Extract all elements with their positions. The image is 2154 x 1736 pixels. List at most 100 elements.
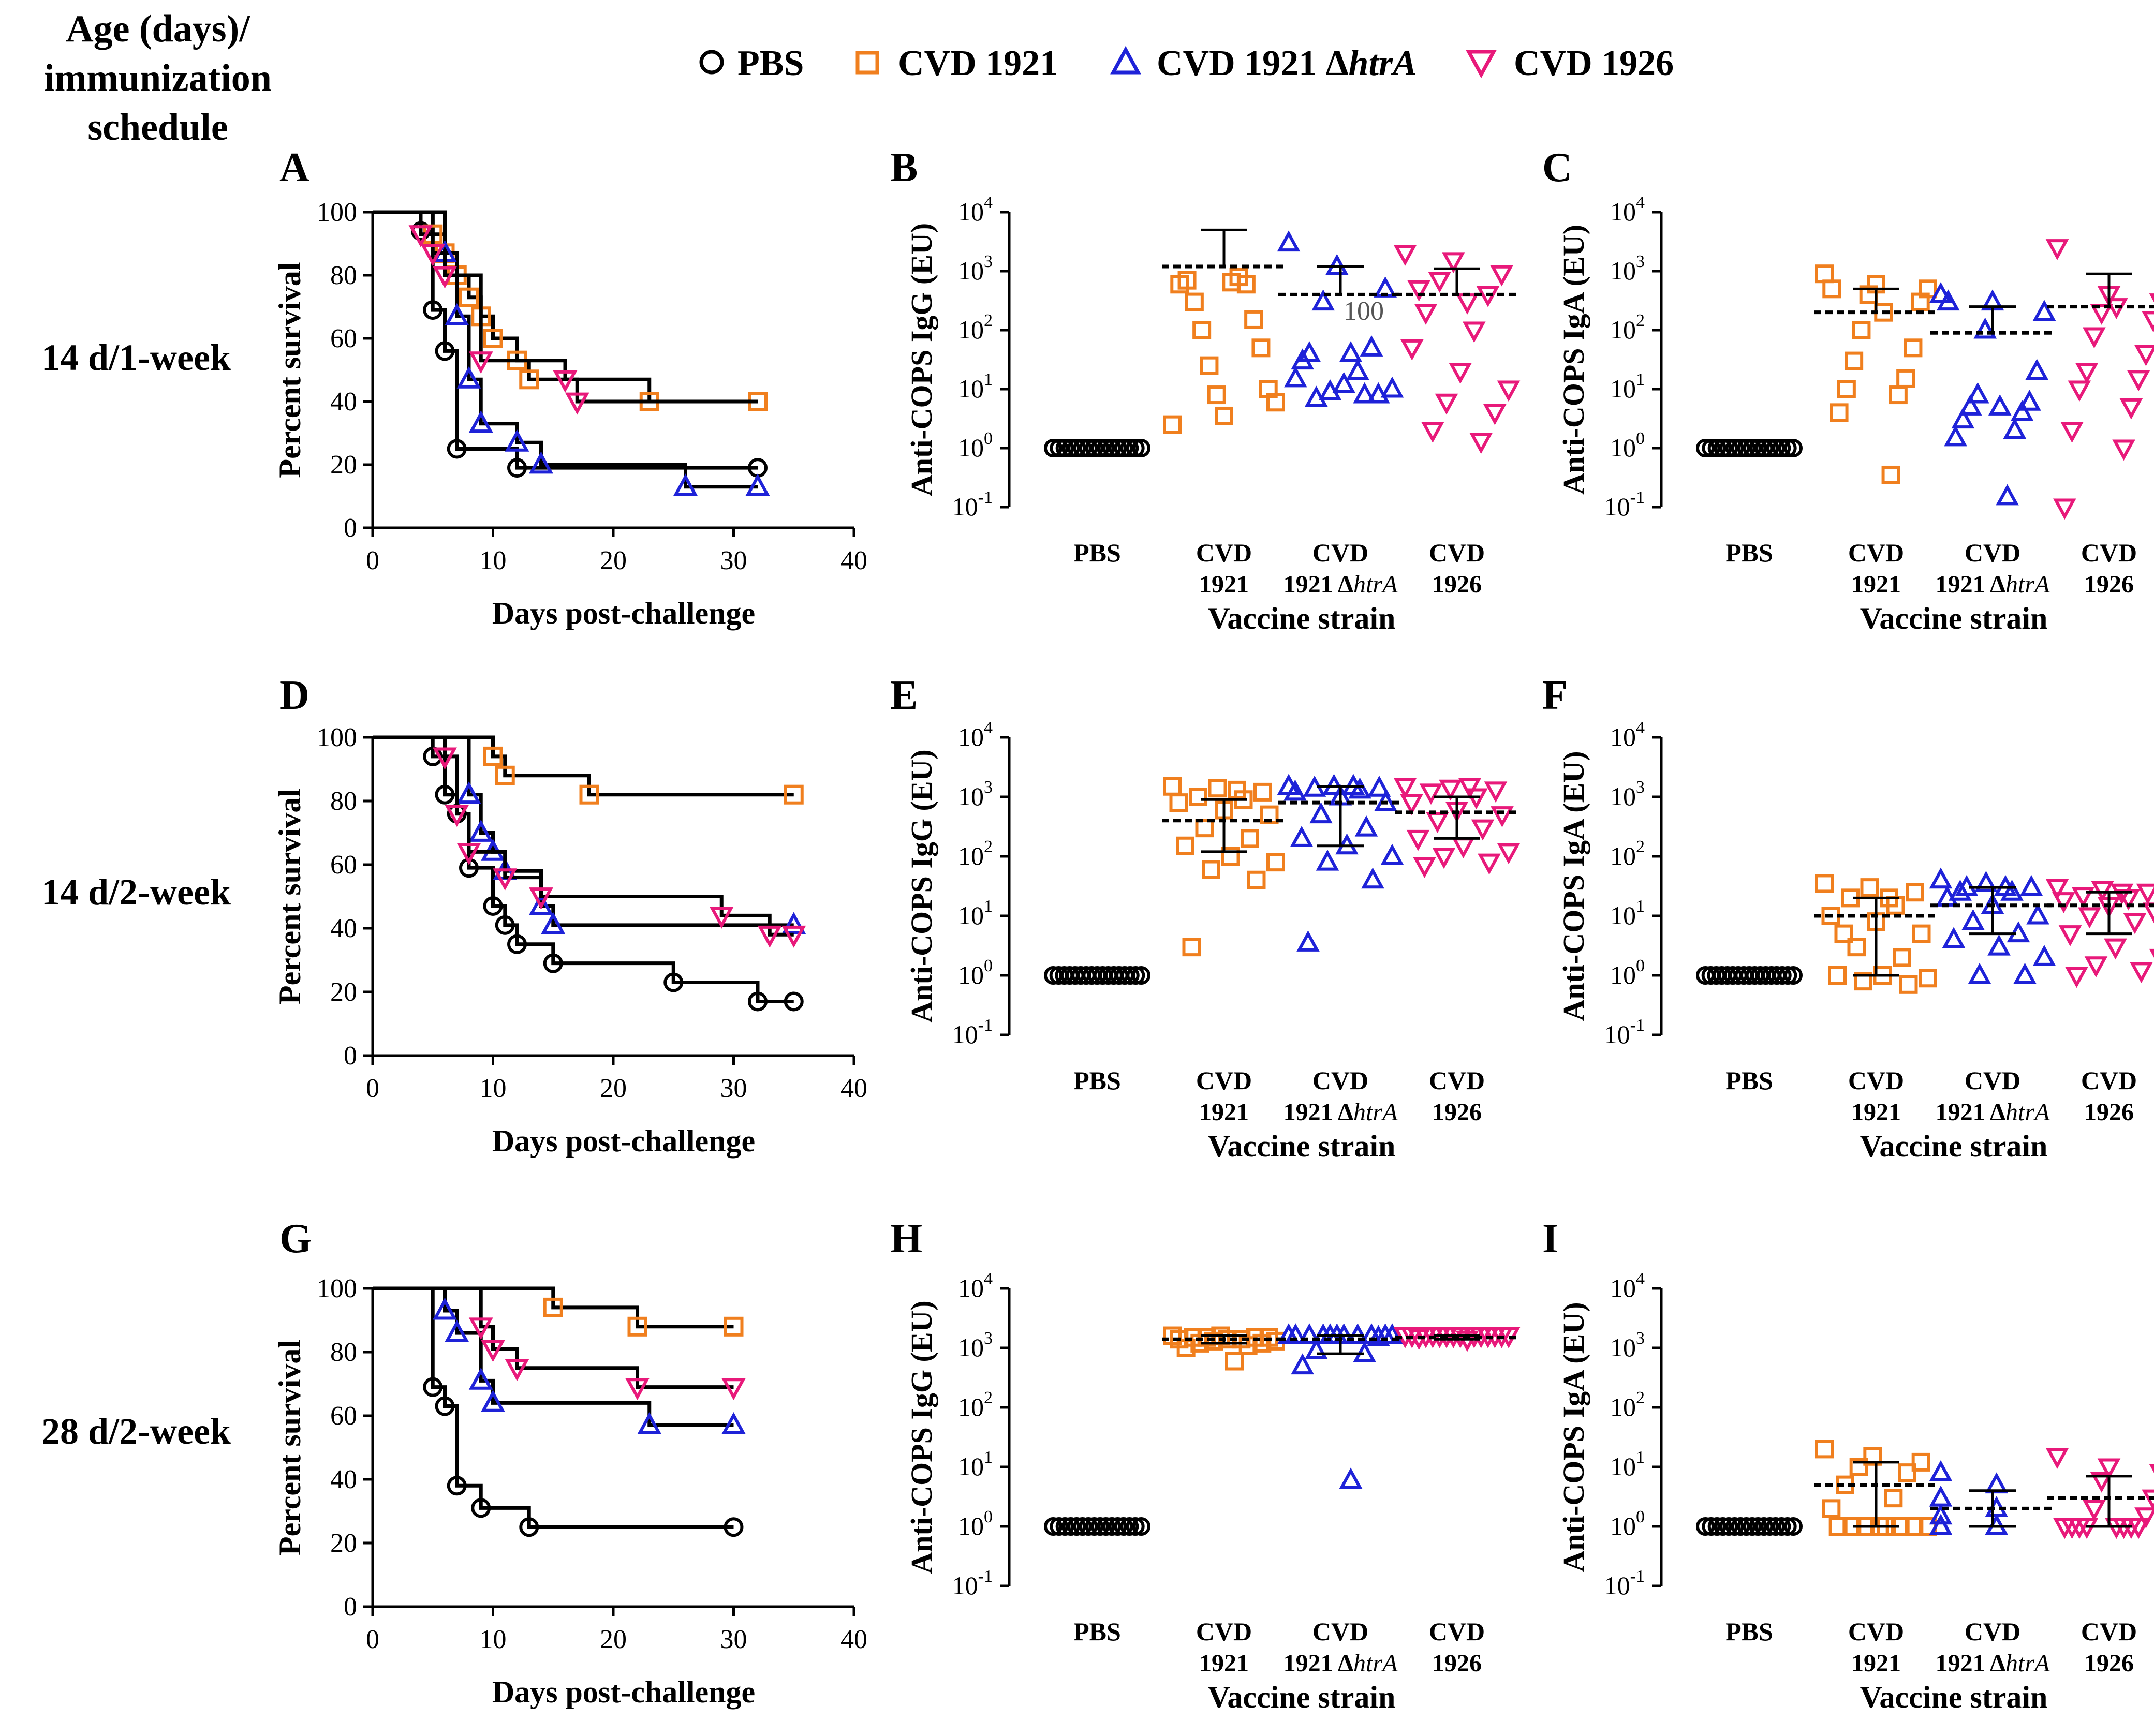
censor-point — [784, 784, 804, 805]
data-point — [1260, 805, 1279, 824]
y-tick-exponent: 0 — [1636, 1507, 1645, 1526]
y-tick-label: 10-1 — [1604, 1016, 1645, 1049]
y-tick-label: 103 — [958, 1329, 993, 1362]
data-point — [1419, 783, 1443, 805]
y-tick-label: 100 — [958, 429, 993, 462]
y-tick-label: 60 — [330, 1401, 357, 1431]
series-1 — [1162, 228, 1286, 434]
censor-point — [543, 1297, 563, 1317]
data-point — [1332, 372, 1355, 393]
data-point — [2090, 1472, 2114, 1493]
data-point — [1222, 273, 1241, 292]
data-point — [1367, 382, 1390, 404]
series-0 — [1696, 439, 1803, 457]
censor-point — [481, 1340, 505, 1362]
category-label-line1: PBS — [1073, 1617, 1121, 1646]
y-tick-exponent: 1 — [1636, 897, 1645, 916]
censor-point — [447, 1476, 467, 1496]
censor-point — [529, 887, 553, 910]
data-point — [1987, 934, 2011, 956]
y-tick-label: 60 — [330, 324, 357, 353]
x-tick-label: 30 — [720, 1625, 747, 1654]
panel-letter-G: G — [279, 1216, 312, 1262]
data-point — [1707, 1517, 1727, 1536]
category-label-italic: htrA — [2005, 1099, 2050, 1126]
data-point — [1852, 321, 1871, 339]
y-tick-label: 103 — [1610, 778, 1645, 811]
y-tick-exponent: 2 — [1636, 311, 1645, 330]
y-tick-label: 100 — [1610, 1507, 1645, 1540]
y-tick-label: 104 — [1610, 718, 1645, 751]
data-point — [2083, 1500, 2106, 1521]
data-point — [1719, 439, 1738, 457]
data-point — [1414, 304, 1438, 325]
data-point — [1225, 1352, 1244, 1371]
x-tick-label: 30 — [720, 546, 747, 575]
y-tick-base: 10 — [1610, 197, 1636, 226]
data-point — [2060, 422, 2084, 443]
y-tick-label: 100 — [1610, 956, 1645, 989]
series-3 — [373, 1286, 746, 1401]
censor-point — [483, 896, 503, 916]
data-point — [1185, 292, 1204, 311]
category-label-line1: CVD — [1312, 538, 1368, 567]
data-point — [2142, 1489, 2154, 1511]
data-point — [1881, 465, 1900, 484]
y-tick-label: 10-1 — [952, 1016, 993, 1049]
survival-step-line — [373, 1286, 734, 1389]
header-line-3: schedule — [87, 106, 228, 149]
data-point — [1961, 909, 1985, 930]
data-point — [1309, 802, 1333, 824]
y-tick-label: 80 — [330, 1338, 357, 1367]
category-label-line1: CVD — [1429, 538, 1485, 567]
series-3 — [373, 210, 758, 415]
censor-point — [579, 784, 599, 805]
data-point — [1951, 407, 1975, 429]
data-point — [1413, 857, 1436, 879]
data-point — [2149, 293, 2154, 303]
category-label-line2: 1926 — [2084, 1650, 2134, 1677]
y-tick-base: 10 — [1610, 315, 1636, 344]
data-point — [1266, 1331, 1285, 1351]
data-point — [1860, 878, 1879, 897]
data-point — [2136, 883, 2154, 905]
data-point — [2068, 380, 2091, 402]
y-tick-base: 10 — [1610, 1392, 1636, 1421]
y-tick-label: 102 — [958, 837, 993, 870]
censor-point — [456, 843, 481, 865]
data-point — [1696, 1517, 1715, 1536]
data-point — [1367, 1325, 1390, 1346]
y-tick-base: 10 — [952, 1020, 978, 1049]
data-point — [1974, 871, 1998, 892]
y-axis-title: Anti-COPS IgG (EU) — [905, 223, 938, 496]
y-tick-base: 10 — [1610, 374, 1636, 403]
panel-letter-I: I — [1542, 1216, 1558, 1262]
data-point — [1828, 966, 1847, 985]
data-point — [1120, 1517, 1139, 1536]
data-point — [2053, 1518, 2076, 1539]
data-point — [1435, 393, 1458, 415]
data-point — [1067, 1517, 1086, 1536]
data-point — [1754, 439, 1774, 457]
y-tick-label: 104 — [1610, 193, 1645, 226]
data-point — [1346, 359, 1369, 380]
y-tick-base: 10 — [1610, 782, 1636, 811]
series-3 — [1393, 778, 1521, 879]
data-point — [2123, 913, 2147, 934]
data-point — [1114, 439, 1133, 457]
panel-A: A 0 20 40 60 80 100 0 10 20 30 40 Days post-challeng… — [273, 145, 867, 630]
y-tick-base: 10 — [1610, 433, 1636, 462]
data-point — [1815, 264, 1834, 284]
data-point — [1988, 394, 2012, 416]
category-label-line1: PBS — [1073, 1066, 1121, 1095]
data-point — [1090, 439, 1110, 457]
category-label-italic: htrA — [2005, 1650, 2050, 1677]
data-point — [1749, 1517, 1767, 1536]
data-point — [2130, 962, 2153, 984]
data-point — [2045, 239, 2069, 260]
y-tick-exponent: 2 — [984, 311, 993, 330]
data-point — [1195, 819, 1214, 838]
data-point — [1929, 1460, 1953, 1481]
y-tick-exponent: 0 — [984, 1507, 993, 1526]
censor-point — [468, 351, 493, 374]
